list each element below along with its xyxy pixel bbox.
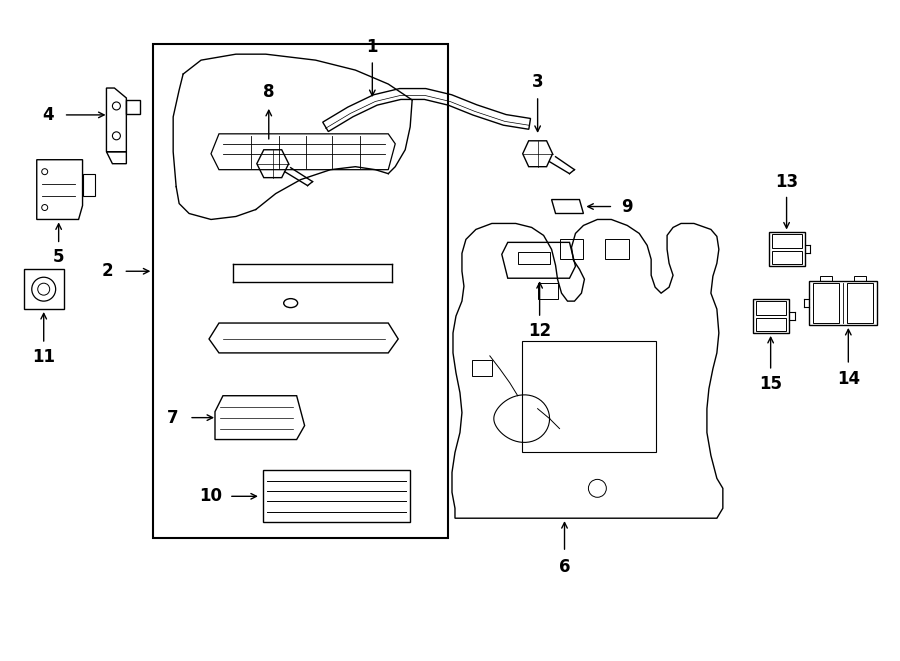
Text: 8: 8 bbox=[263, 83, 274, 101]
Text: 13: 13 bbox=[775, 173, 798, 190]
Text: 11: 11 bbox=[32, 348, 55, 366]
Bar bbox=[769, 233, 805, 266]
Text: 14: 14 bbox=[837, 369, 859, 388]
Text: 10: 10 bbox=[200, 487, 222, 505]
Bar bbox=[537, 283, 557, 299]
Bar bbox=[756, 301, 786, 315]
Bar bbox=[263, 471, 410, 522]
Text: 2: 2 bbox=[102, 262, 113, 280]
Bar bbox=[23, 269, 64, 309]
Bar bbox=[472, 360, 491, 376]
Bar bbox=[522, 341, 656, 453]
Bar bbox=[560, 239, 583, 259]
Text: 15: 15 bbox=[759, 375, 782, 393]
Text: 5: 5 bbox=[53, 249, 65, 266]
Text: 1: 1 bbox=[366, 38, 378, 56]
Text: 7: 7 bbox=[167, 408, 179, 426]
Bar bbox=[821, 276, 833, 281]
Text: 6: 6 bbox=[559, 558, 571, 576]
Text: 9: 9 bbox=[621, 198, 633, 215]
Bar bbox=[153, 44, 448, 538]
Bar bbox=[518, 253, 550, 264]
Bar bbox=[814, 283, 840, 323]
Bar bbox=[752, 299, 788, 333]
Bar bbox=[756, 318, 786, 331]
Text: 12: 12 bbox=[528, 322, 551, 340]
Text: 4: 4 bbox=[42, 106, 53, 124]
Bar bbox=[606, 239, 629, 259]
Bar bbox=[83, 174, 94, 196]
Bar bbox=[847, 283, 873, 323]
Bar bbox=[809, 281, 878, 325]
Bar bbox=[854, 276, 866, 281]
Text: 3: 3 bbox=[532, 73, 544, 91]
Bar bbox=[771, 235, 802, 249]
Bar bbox=[771, 251, 802, 264]
